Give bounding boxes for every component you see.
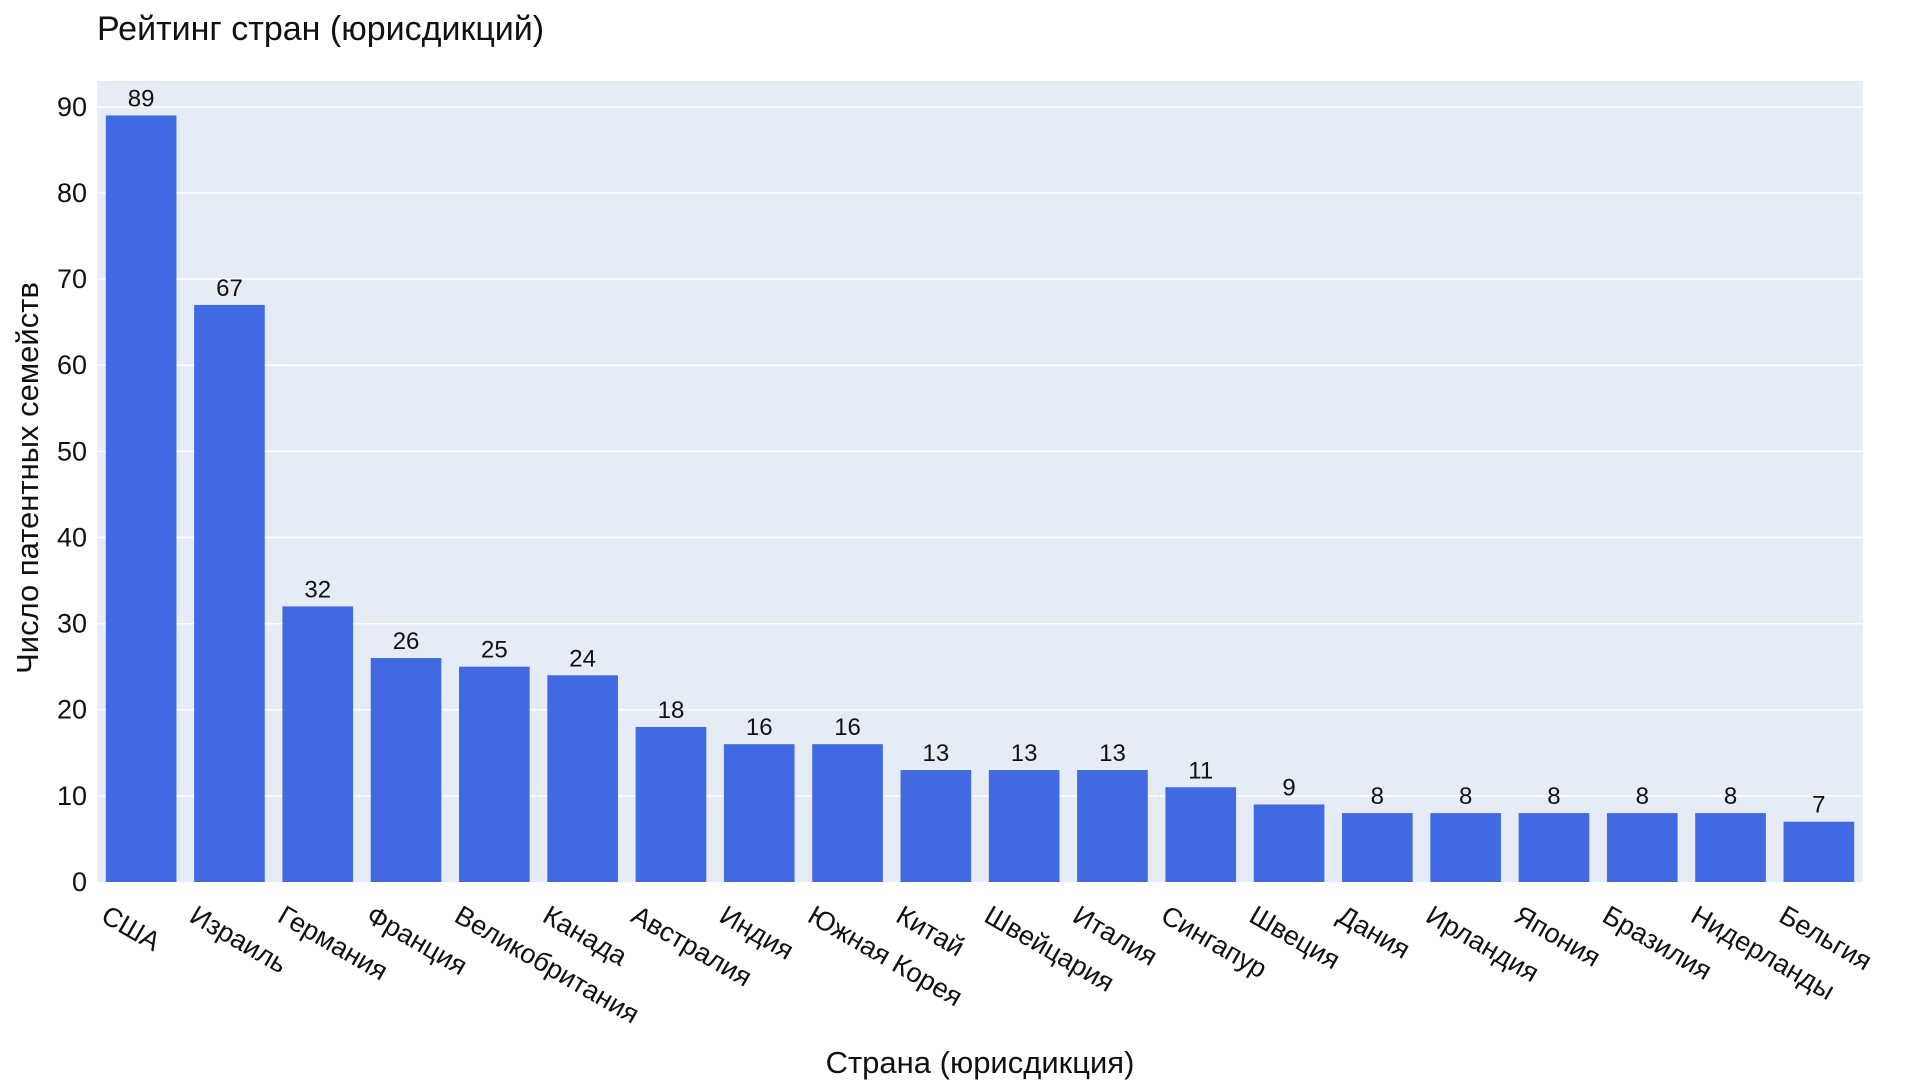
bar <box>194 304 265 882</box>
y-tick-label: 80 <box>57 178 87 208</box>
bar <box>547 675 618 882</box>
bar-value-label: 24 <box>569 645 596 672</box>
bar <box>459 666 530 882</box>
bar <box>1518 813 1590 882</box>
y-tick-label: 30 <box>57 609 87 639</box>
plot-area <box>97 81 1863 882</box>
bar-value-label: 67 <box>216 275 243 302</box>
bar <box>105 115 177 883</box>
bar-value-label: 18 <box>658 697 685 724</box>
bar-value-label: 32 <box>304 576 331 603</box>
bar <box>1077 770 1148 882</box>
bar-value-label: 25 <box>481 637 508 664</box>
x-tick-label: Израиль <box>185 900 292 979</box>
bar <box>1695 813 1766 882</box>
data-labels: 89 67 32 26 25 24 18 16 16 13 13 13 11 9 8 8 8 8 8 7 <box>128 85 1826 818</box>
bar-value-label: 13 <box>1099 740 1126 767</box>
y-tick-label: 70 <box>57 264 87 294</box>
bar-value-label: 7 <box>1812 792 1825 819</box>
bar-value-label: 8 <box>1371 783 1384 810</box>
bar-value-label: 16 <box>834 714 861 741</box>
bar-value-label: 89 <box>128 85 155 112</box>
bar <box>988 770 1060 882</box>
bar <box>370 658 442 882</box>
x-tick-label: Дания <box>1333 900 1415 965</box>
bar <box>812 744 883 882</box>
bar <box>723 744 795 882</box>
bar-value-label: 8 <box>1724 783 1737 810</box>
bar-value-label: 11 <box>1188 757 1213 784</box>
bar <box>1430 813 1501 882</box>
bar-value-label: 8 <box>1636 783 1649 810</box>
bar <box>1606 813 1678 882</box>
bar <box>635 726 707 882</box>
bar <box>1783 821 1855 882</box>
y-tick-label: 10 <box>57 781 87 811</box>
bar-value-label: 16 <box>746 714 773 741</box>
x-tick-label: США <box>97 900 166 957</box>
chart-title: Рейтинг стран (юрисдикций) <box>97 10 544 48</box>
bars <box>105 115 1855 883</box>
y-tick-label: 90 <box>57 92 87 122</box>
bar-value-label: 26 <box>393 628 420 655</box>
x-tick-label: Южная Корея <box>803 900 968 1012</box>
bar <box>1165 787 1237 882</box>
x-axis-title: Страна (юрисдикция) <box>826 1045 1135 1080</box>
bar-value-label: 8 <box>1547 783 1560 810</box>
y-tick-label: 60 <box>57 350 87 380</box>
y-tick-label: 20 <box>57 695 87 725</box>
y-axis-title: Число патентных семейств <box>10 282 45 674</box>
bar-value-label: 9 <box>1282 774 1295 801</box>
bar <box>1342 813 1413 882</box>
x-axis-ticks: США ИзраильГерманияФранцияВеликобританияК… <box>97 900 1877 1030</box>
bar <box>900 770 972 882</box>
y-tick-label: 0 <box>72 867 87 897</box>
bar-value-label: 8 <box>1459 783 1472 810</box>
bar-value-label: 13 <box>922 740 949 767</box>
bar <box>1253 804 1325 882</box>
bar-value-label: 13 <box>1011 740 1038 767</box>
y-axis-ticks: 0 10 20 30 40 50 60 70 80 90 <box>57 92 87 897</box>
y-tick-label: 40 <box>57 522 87 552</box>
bar <box>282 606 354 882</box>
y-tick-label: 50 <box>57 436 87 466</box>
